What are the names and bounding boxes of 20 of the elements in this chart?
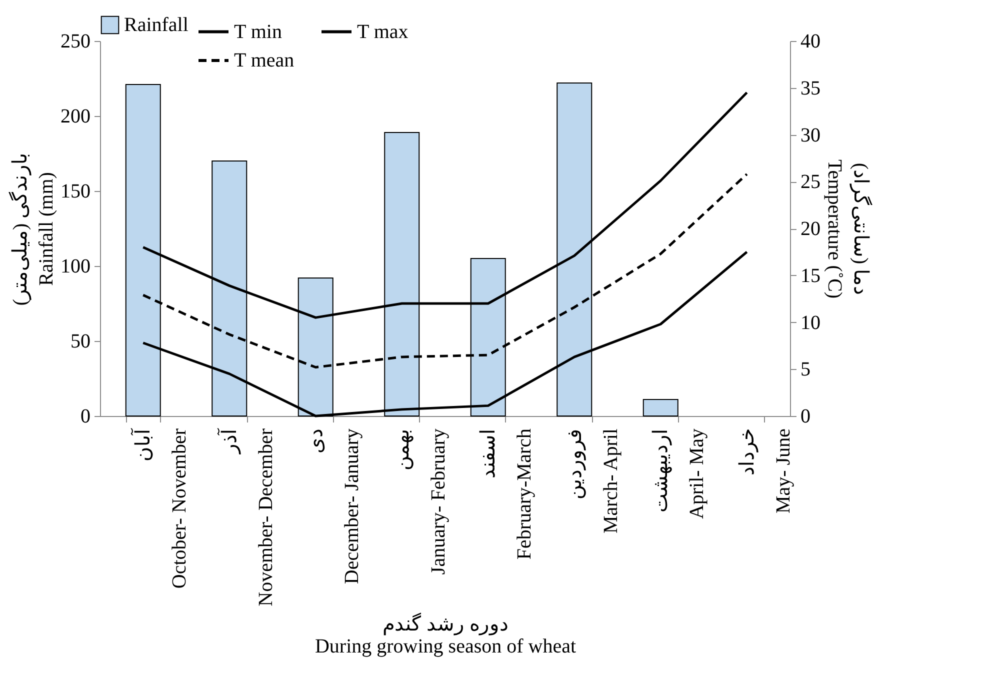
y2-tick-label: 15 — [800, 264, 820, 287]
y2-tick-label: 5 — [800, 358, 810, 381]
y-tick-label: 200 — [60, 106, 90, 128]
y2-tick-label: 30 — [800, 124, 820, 146]
legend-label: T mean — [234, 50, 294, 72]
y2-tick-label: 10 — [800, 312, 820, 334]
y2-tick-label: 20 — [800, 218, 820, 240]
y2-tick-label: 0 — [800, 406, 810, 428]
y-tick-label: 0 — [80, 406, 90, 428]
y2-tick-label: 35 — [800, 77, 820, 100]
y2-tick-label: 40 — [800, 30, 820, 52]
y-tick-label: 250 — [60, 30, 90, 52]
y2-tick-label: 25 — [800, 171, 820, 194]
y-tick-label: 150 — [60, 180, 90, 202]
legend-label: T min — [234, 20, 282, 43]
legend-label: T max — [357, 20, 408, 43]
bar — [642, 399, 678, 416]
y-tick-label: 100 — [60, 256, 90, 278]
legend-label: Rainfall — [124, 14, 189, 36]
y-tick-label: 50 — [70, 330, 90, 352]
